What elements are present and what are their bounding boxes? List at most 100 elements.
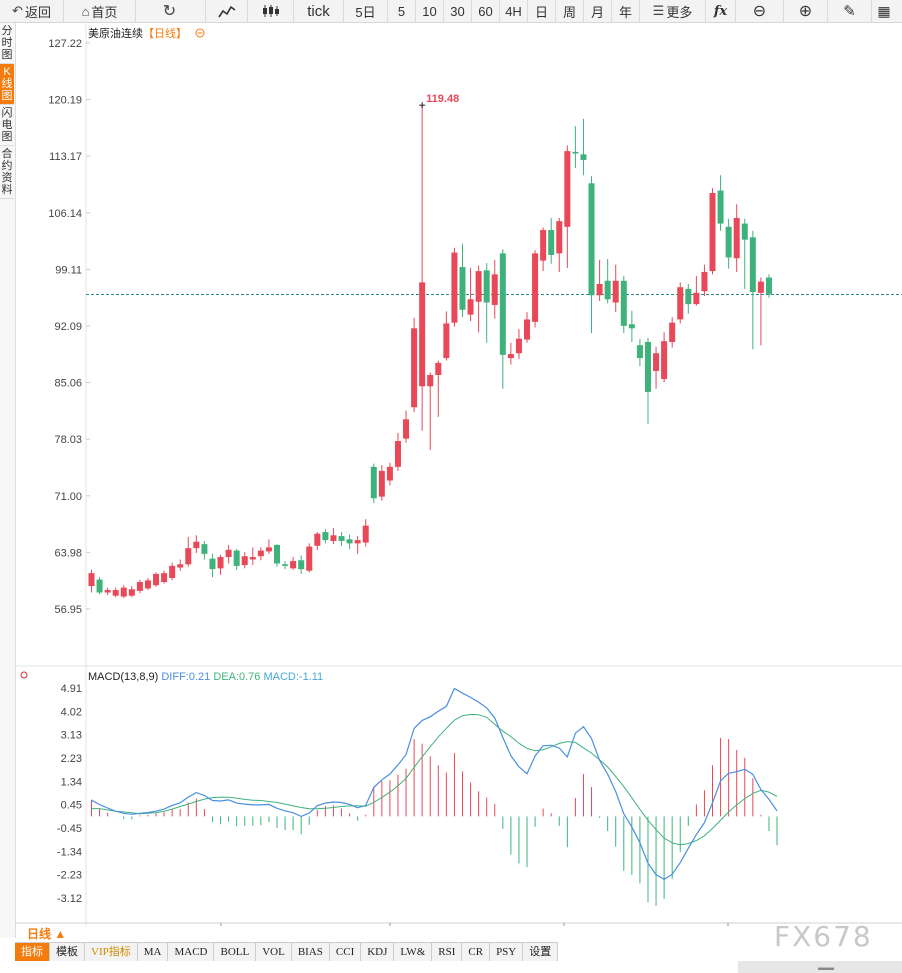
candle-body <box>459 267 466 310</box>
candle-body <box>346 539 353 544</box>
zoom-out-button[interactable]: ⊖ <box>736 0 784 22</box>
refresh-button[interactable]: ↻ <box>136 0 206 22</box>
indicator-tab-3[interactable]: MA <box>138 943 169 961</box>
candle-body <box>693 292 700 305</box>
period-tab-2[interactable]: 10 <box>416 0 444 22</box>
candle-body <box>628 324 635 329</box>
candle-body <box>386 466 393 481</box>
indicator-tab-4[interactable]: MACD <box>168 943 215 961</box>
dea-line <box>91 713 778 846</box>
candle-body <box>403 419 410 439</box>
line-chart-button[interactable] <box>206 0 248 22</box>
candle-body <box>120 587 127 597</box>
period-tab-0[interactable]: 5日 <box>344 0 388 22</box>
price-tick-label: 85.06 <box>54 378 82 390</box>
candle-body <box>411 328 418 408</box>
candle-body <box>741 223 748 240</box>
indicator-tab-7[interactable]: BIAS <box>292 943 330 961</box>
indicator-tab-14[interactable]: 设置 <box>523 943 559 961</box>
candle-body <box>314 533 321 546</box>
candle-body <box>273 544 280 564</box>
indicator-tab-11[interactable]: RSI <box>432 943 463 961</box>
period-tab-7[interactable]: 周 <box>556 0 584 22</box>
candle-body <box>443 323 450 359</box>
candle-body <box>265 547 272 552</box>
scroll-bar[interactable]: ▬▬ <box>738 961 902 973</box>
zoom-in-icon: ⊕ <box>798 3 813 20</box>
candle-body <box>749 237 756 293</box>
candle-body <box>620 280 627 326</box>
indicator-tab-8[interactable]: CCI <box>330 943 362 961</box>
price-tick-label: 120.19 <box>48 95 82 107</box>
formula-button[interactable]: fx <box>706 0 736 22</box>
candle-body <box>548 230 555 255</box>
indicator-tab-13[interactable]: PSY <box>490 943 524 961</box>
macd-legend-item-2: DEA:0.76 <box>210 671 260 683</box>
period-tab-9[interactable]: 年 <box>612 0 640 22</box>
candle-chart-button[interactable] <box>248 0 294 22</box>
price-tick-label: 78.03 <box>54 434 82 446</box>
price-tick-label: 99.11 <box>55 264 82 276</box>
macd-tick-label: -1.34 <box>57 846 82 858</box>
layout-button[interactable]: ▦ <box>872 0 896 22</box>
indicator-tab-6[interactable]: VOL <box>256 943 292 961</box>
period-tab-4[interactable]: 60 <box>472 0 500 22</box>
candle-body <box>507 354 514 359</box>
period-tabs: 5日 5 10 30 60 4H 日周月年 <box>344 0 640 22</box>
candle-body <box>112 590 119 596</box>
indicator-tab-1[interactable]: 模板 <box>50 943 85 961</box>
instrument-name: 美原油连续 <box>88 26 143 40</box>
candle-body <box>733 217 740 259</box>
candle-body <box>475 271 482 302</box>
candle-body <box>169 565 176 578</box>
period-tab-5[interactable]: 4H <box>500 0 528 22</box>
indicator-tab-0[interactable]: 指标 <box>15 943 50 961</box>
period-tab-6[interactable]: 日 <box>528 0 556 22</box>
more-button[interactable]: ☰ 更多 <box>640 0 706 22</box>
zoom-in-button[interactable]: ⊕ <box>784 0 828 22</box>
line-chart-icon <box>217 5 235 18</box>
tick-button[interactable]: tick <box>294 0 344 22</box>
candle-body <box>338 536 345 541</box>
back-button[interactable]: ↶ 返回 <box>0 0 64 22</box>
candle-body <box>612 280 619 303</box>
candle-body <box>427 375 434 387</box>
candle-body <box>161 573 168 583</box>
macd-tick-label: -3.12 <box>57 893 82 905</box>
candle-body <box>644 341 651 392</box>
indicator-tab-5[interactable]: BOLL <box>214 943 257 961</box>
price-tick-label: 71.00 <box>54 491 82 503</box>
period-tab-3[interactable]: 30 <box>444 0 472 22</box>
diff-line <box>91 687 778 881</box>
draw-button[interactable]: ✎ <box>828 0 872 22</box>
candle-body <box>185 548 192 565</box>
candle-body <box>709 192 716 272</box>
macd-legend: MACD(13,8,9) DIFF:0.21 DEA:0.76 MACD:-1.… <box>88 671 323 683</box>
candle-body <box>136 582 143 591</box>
candle-body <box>757 281 764 293</box>
indicator-tab-9[interactable]: KDJ <box>361 943 395 961</box>
indicator-tab-12[interactable]: CR <box>462 943 491 961</box>
period-tag: 【日线】 <box>143 26 187 40</box>
indicator-tab-2[interactable]: VIP指标 <box>85 943 138 961</box>
candle-body <box>556 221 563 254</box>
home-button[interactable]: ⌂ 首页 <box>64 0 136 22</box>
sidebar-item-0[interactable]: 分时图 <box>0 23 14 64</box>
period-tab-8[interactable]: 月 <box>584 0 612 22</box>
candle-body <box>394 441 401 467</box>
macd-tick-label: -0.45 <box>57 823 82 835</box>
candle-body <box>725 226 732 258</box>
candle-body <box>564 151 571 227</box>
sidebar-item-3[interactable]: 合约资料 <box>0 146 14 199</box>
sidebar-item-2[interactable]: 闪电图 <box>0 105 14 146</box>
day-mode-toggle[interactable]: 日线 ▲ <box>27 927 67 941</box>
indicator-tab-10[interactable]: LW& <box>394 943 433 961</box>
candle-body <box>290 561 297 569</box>
chart-area[interactable]: 127.22 120.19 113.17 106.14 99.11 92.09 85.06 7… <box>15 23 902 926</box>
candle-body <box>572 151 579 154</box>
high-price-label: 119.48 <box>426 93 459 105</box>
period-tab-1[interactable]: 5 <box>388 0 416 22</box>
candle-body <box>435 362 442 376</box>
chart-title: 美原油连续【日线】 <box>88 26 187 40</box>
